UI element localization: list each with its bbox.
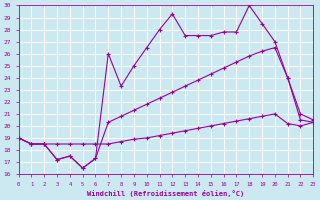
X-axis label: Windchill (Refroidissement éolien,°C): Windchill (Refroidissement éolien,°C) <box>87 190 244 197</box>
